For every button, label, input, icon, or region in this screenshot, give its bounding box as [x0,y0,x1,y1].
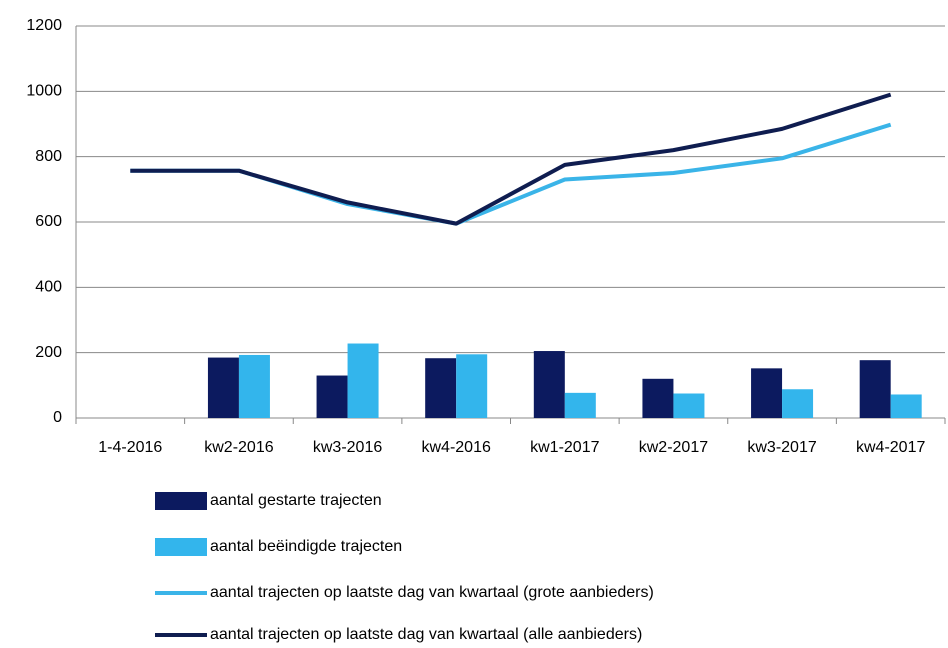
legend-swatch [155,538,207,556]
legend-swatch [155,492,207,510]
bar [859,360,891,418]
x-tick-label: kw4-2017 [856,439,925,456]
bar [564,392,596,418]
bar [673,393,705,418]
x-tick-label: kw1-2017 [530,439,599,456]
legend-label: aantal beëindigde trajecten [210,538,402,555]
y-tick-label: 1000 [26,83,62,100]
bar [347,343,379,418]
bar [238,354,270,418]
legend-label: aantal trajecten op laatste dag van kwar… [210,626,642,643]
bar [533,351,565,418]
y-tick-label: 0 [53,409,62,426]
y-tick-label: 400 [35,279,62,296]
y-tick-label: 800 [35,148,62,165]
x-tick-label: kw4-2016 [422,439,491,456]
bar [751,368,783,418]
line [130,92,892,226]
bar [207,357,239,418]
x-tick-label: kw3-2016 [313,439,382,456]
x-tick-label: kw3-2017 [747,439,816,456]
x-tick-label: kw2-2017 [639,439,708,456]
y-tick-label: 600 [35,213,62,230]
y-tick-label: 1200 [26,17,62,34]
bar [456,354,488,418]
legend-label: aantal trajecten op laatste dag van kwar… [210,584,654,601]
y-tick-label: 200 [35,344,62,361]
x-tick-label: 1-4-2016 [98,439,162,456]
bar [890,394,922,418]
legend-label: aantal gestarte trajecten [210,492,382,509]
bar [642,378,674,418]
bar [782,389,814,418]
bar [425,358,457,418]
bar [316,375,348,418]
x-tick-label: kw2-2016 [204,439,273,456]
